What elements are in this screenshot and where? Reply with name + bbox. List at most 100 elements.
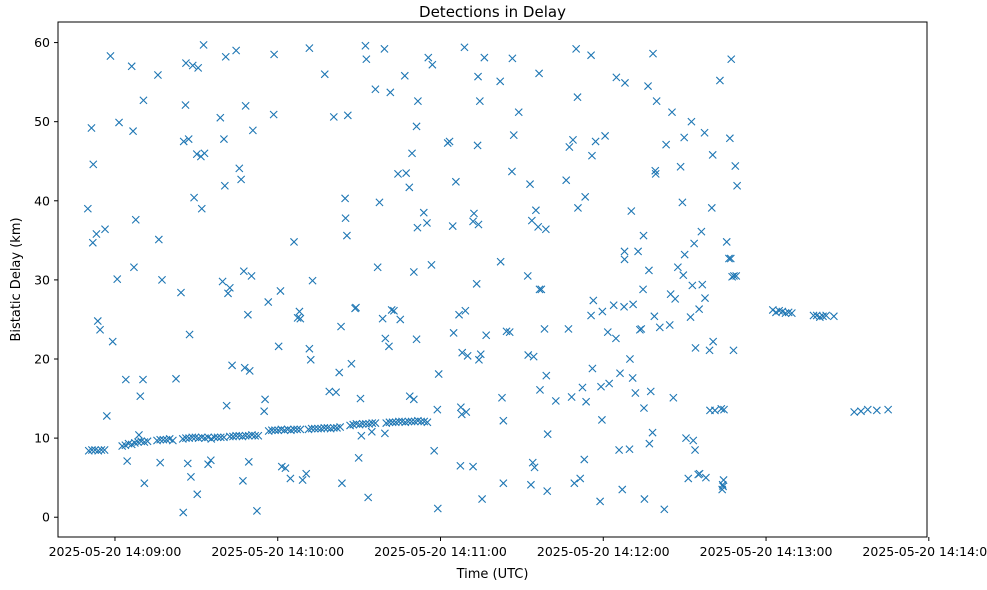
data-point (523, 271, 532, 280)
data-point (701, 294, 709, 303)
data-point (496, 257, 505, 266)
data-point (131, 215, 140, 224)
data-point (357, 431, 366, 440)
data-point (194, 434, 203, 443)
data-point (628, 374, 637, 382)
data-point (197, 204, 206, 213)
data-point (248, 126, 257, 135)
data-point (352, 419, 361, 428)
y-tick-label: 40 (34, 193, 50, 208)
plot-area (58, 22, 927, 537)
data-point (822, 311, 831, 320)
data-point (179, 508, 188, 517)
data-point (719, 482, 728, 491)
data-point (413, 97, 422, 106)
data-point (367, 427, 376, 436)
data-point (277, 425, 286, 434)
data-point (475, 97, 484, 106)
data-point (620, 247, 629, 256)
y-tick-label: 30 (34, 272, 50, 287)
data-point (168, 436, 177, 445)
data-point (534, 222, 543, 231)
data-point (620, 78, 629, 87)
data-point (541, 225, 550, 234)
data-point (449, 328, 458, 337)
data-point (815, 313, 824, 322)
data-point (719, 476, 728, 485)
data-point (605, 379, 614, 388)
data-point (191, 433, 200, 442)
data-point (565, 143, 574, 151)
data-point (337, 322, 346, 331)
y-tick-label: 60 (34, 35, 50, 50)
data-point (564, 324, 573, 333)
data-point (302, 469, 311, 478)
data-point (581, 192, 590, 201)
data-point (358, 419, 367, 428)
data-point (587, 51, 596, 60)
data-point (678, 198, 687, 207)
data-point (220, 181, 229, 190)
data-point (733, 181, 742, 190)
x-tick-label: 2025-05-20 14:14:00 (862, 544, 987, 559)
data-point (540, 324, 549, 333)
data-point (260, 407, 269, 416)
data-point (420, 417, 429, 426)
data-point (385, 418, 394, 427)
data-point (709, 337, 718, 346)
data-point (591, 137, 600, 146)
x-axis-label: Time (UTC) (456, 567, 529, 582)
data-point (310, 424, 319, 433)
data-point (639, 285, 648, 294)
data-point (93, 317, 102, 326)
data-point (323, 423, 332, 432)
y-tick-label: 20 (34, 352, 50, 367)
data-point (689, 436, 698, 445)
data-point (154, 235, 163, 244)
data-point (695, 305, 704, 314)
data-point (118, 442, 127, 451)
data-point (113, 275, 122, 284)
data-point (731, 161, 740, 170)
data-point (402, 169, 411, 178)
data-point (474, 220, 483, 229)
data-point (375, 198, 384, 207)
data-point (368, 419, 377, 428)
data-point (183, 459, 192, 468)
data-point (274, 342, 283, 351)
data-point (325, 387, 334, 396)
data-point (384, 342, 393, 351)
data-point (281, 464, 290, 473)
y-tick-label: 0 (42, 510, 50, 525)
data-point (526, 480, 535, 489)
data-point (809, 311, 818, 320)
data-point (139, 96, 148, 105)
data-point (473, 141, 482, 150)
data-point (264, 298, 273, 307)
data-point (701, 473, 710, 482)
data-point (337, 479, 346, 488)
data-point (589, 296, 598, 305)
data-point (428, 60, 437, 69)
data-point (597, 415, 606, 424)
data-point (528, 458, 537, 467)
data-point (97, 445, 106, 454)
data-point (106, 52, 115, 61)
data-point (123, 457, 132, 466)
data-point (620, 302, 629, 311)
data-point (729, 346, 738, 355)
y-axis-label: Bistatic Delay (km) (9, 217, 24, 341)
data-point (616, 369, 624, 378)
data-point (140, 479, 149, 488)
data-point (335, 368, 344, 377)
data-point (101, 225, 110, 234)
data-point (644, 266, 653, 275)
data-point (386, 88, 395, 97)
data-point (570, 479, 579, 488)
data-point (448, 222, 457, 231)
data-point (455, 310, 464, 319)
data-point (254, 431, 263, 440)
data-point (603, 328, 612, 337)
data-point (649, 49, 657, 58)
data-point (92, 230, 101, 239)
